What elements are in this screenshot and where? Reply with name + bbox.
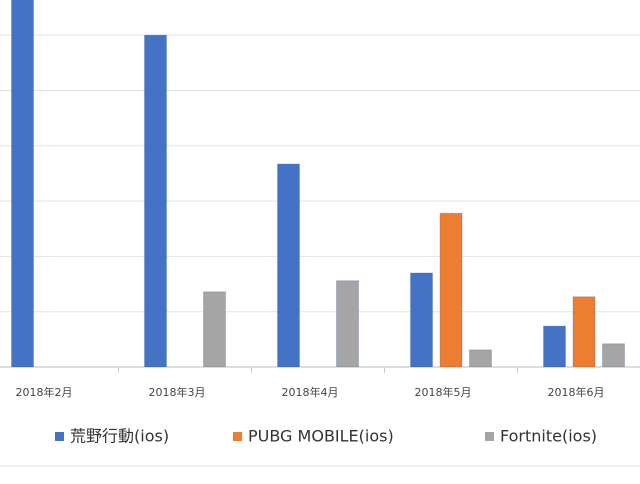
bar bbox=[11, 0, 34, 367]
bar bbox=[469, 349, 492, 367]
bar bbox=[543, 325, 566, 367]
x-tick-label: 2018年5月 bbox=[415, 385, 472, 399]
bar bbox=[203, 291, 226, 367]
legend-label: PUBG MOBILE(ios) bbox=[248, 427, 394, 446]
bar bbox=[572, 296, 596, 367]
x-tick-label: 2018年4月 bbox=[282, 385, 339, 399]
bar bbox=[602, 343, 625, 367]
bar bbox=[277, 163, 300, 367]
bar bbox=[410, 272, 433, 367]
legend-swatch bbox=[55, 432, 64, 441]
x-tick-label: 2018年6月 bbox=[548, 385, 605, 399]
legend-label: Fortnite(ios) bbox=[500, 427, 597, 446]
x-tick-label: 2018年2月 bbox=[16, 385, 73, 399]
bar bbox=[439, 212, 463, 367]
legend-label: 荒野行動(ios) bbox=[70, 427, 169, 446]
x-tick-label: 2018年3月 bbox=[149, 385, 206, 399]
bar bbox=[336, 280, 359, 367]
legend-swatch bbox=[485, 432, 494, 441]
legend-swatch bbox=[233, 432, 242, 441]
bar bbox=[144, 34, 167, 367]
